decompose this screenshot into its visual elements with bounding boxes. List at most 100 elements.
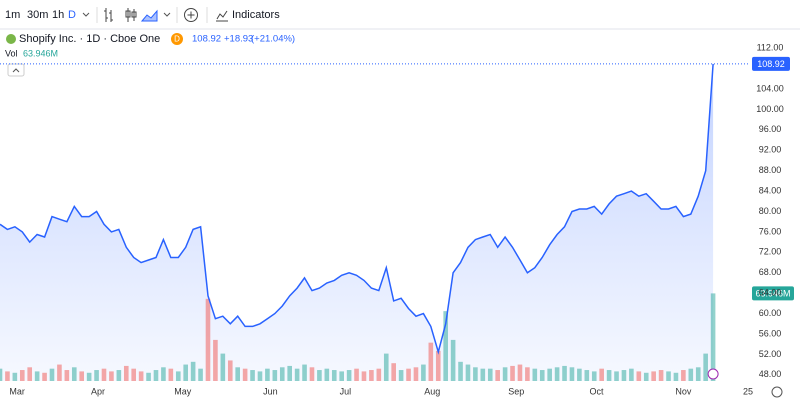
badge — [171, 33, 183, 45]
volume-bar — [12, 372, 18, 381]
y-tick-label: 104.00 — [756, 83, 784, 93]
volume-bar — [153, 370, 159, 381]
interval-1h[interactable]: 1h — [52, 9, 64, 21]
symbol-title: Shopify Inc. · 1D · Cboe One — [19, 33, 160, 45]
volume-bar — [309, 367, 315, 381]
toolbar: 1m 30m 1h D Indicators — [5, 7, 280, 23]
volume-bar — [302, 364, 307, 381]
candles-icon[interactable] — [125, 8, 137, 22]
y-tick-label: 112.00 — [757, 43, 784, 53]
collapse-button[interactable] — [7, 63, 25, 77]
compare-icon[interactable] — [184, 8, 198, 22]
settings-icon[interactable] — [771, 386, 783, 398]
volume-bar — [220, 353, 226, 381]
volume-bar — [79, 371, 85, 381]
x-tick-label: Oct — [589, 386, 604, 396]
volume-bar — [465, 364, 471, 381]
volume-bar — [198, 368, 203, 381]
volume-bar — [554, 367, 560, 381]
volume-bar — [71, 367, 77, 381]
y-tick-label: 64.00 — [759, 288, 782, 298]
collapse-arrow — [12, 68, 20, 73]
volume-bar — [502, 367, 508, 381]
volume-bar — [265, 368, 270, 381]
volume-bar — [517, 364, 523, 381]
volume-bar — [34, 371, 40, 381]
volume-bar — [591, 371, 597, 381]
volume-bar — [131, 368, 137, 381]
volume-bar — [175, 371, 181, 381]
volume-bar — [532, 368, 538, 381]
x-tick-label: Sep — [508, 386, 524, 396]
volume-bar — [161, 367, 166, 381]
volume-bar — [324, 368, 330, 381]
y-tick-label: 92.00 — [759, 145, 782, 155]
volume-bar — [450, 339, 456, 381]
volume-bar — [205, 298, 211, 381]
volume-bar — [629, 368, 634, 381]
volume-bar — [242, 368, 248, 381]
volume-bar — [109, 371, 114, 381]
price-line — [0, 63, 714, 355]
badge-text: D — [174, 35, 180, 44]
volume-bar — [123, 365, 129, 381]
volume-bar — [190, 361, 196, 381]
y-tick-label: 80.00 — [759, 206, 782, 216]
volume-bar — [168, 368, 174, 381]
y-tick-label: 76.00 — [759, 226, 782, 236]
volume-bar — [673, 372, 679, 381]
last-price-label: 108.92 — [757, 59, 785, 69]
dropdown-arrow[interactable] — [82, 12, 90, 17]
volume-bar — [487, 368, 493, 381]
y-tick-label: 100.00 — [756, 104, 784, 114]
x-tick-label: Aug — [424, 386, 440, 396]
volume-label: 63.946M — [755, 288, 790, 298]
volume-bar — [116, 370, 122, 381]
volume-bar — [272, 370, 278, 381]
volume-bar — [547, 368, 552, 381]
volume-bar — [435, 350, 441, 381]
y-tick-label: 84.00 — [759, 185, 782, 195]
volume-bar — [376, 368, 382, 381]
price-area — [0, 63, 714, 382]
volume-bar — [688, 368, 694, 381]
y-tick-label: 88.00 — [759, 165, 782, 175]
volume-legend-value: 63.946M — [23, 48, 58, 58]
volume-bar — [27, 367, 33, 381]
volume-bar — [5, 371, 10, 381]
interval-30m[interactable]: 30m — [27, 9, 48, 21]
volume-bar — [421, 364, 426, 381]
volume-bar — [391, 363, 396, 381]
y-tick-label: 60.00 — [759, 308, 782, 318]
volume-bar — [64, 370, 70, 381]
volume-bar — [643, 372, 649, 381]
indicators-icon[interactable] — [216, 10, 228, 22]
y-tick-label: 72.00 — [759, 247, 782, 257]
y-tick-label: 96.00 — [759, 124, 782, 134]
volume-bar — [636, 371, 642, 381]
volume-bar — [599, 368, 604, 381]
volume-bar — [651, 371, 656, 381]
x-tick-label: Mar — [9, 386, 25, 396]
x-tick-label: Jul — [340, 386, 352, 396]
volume-bar — [42, 372, 47, 381]
volume-bar — [658, 370, 664, 381]
last-price-badge — [752, 56, 790, 71]
bars-icon[interactable] — [104, 8, 113, 22]
volume-bar — [279, 367, 285, 381]
volume-bar — [369, 370, 374, 381]
volume-bar — [49, 368, 55, 381]
dropdown-arrow[interactable] — [163, 12, 171, 17]
last-price: 108.92 — [192, 34, 221, 45]
volume-bar — [138, 371, 144, 381]
indicators-button[interactable]: Indicators — [232, 9, 280, 21]
y-tick-label: 48.00 — [759, 369, 782, 379]
price-change-pct: (+21.04%) — [251, 34, 295, 45]
area-icon[interactable] — [140, 9, 158, 22]
volume-bar — [227, 360, 233, 381]
interval-d[interactable]: D — [68, 9, 76, 21]
volume-bar — [331, 370, 337, 381]
interval-1m[interactable]: 1m — [5, 9, 20, 21]
y-tick-label: 56.00 — [759, 328, 782, 338]
